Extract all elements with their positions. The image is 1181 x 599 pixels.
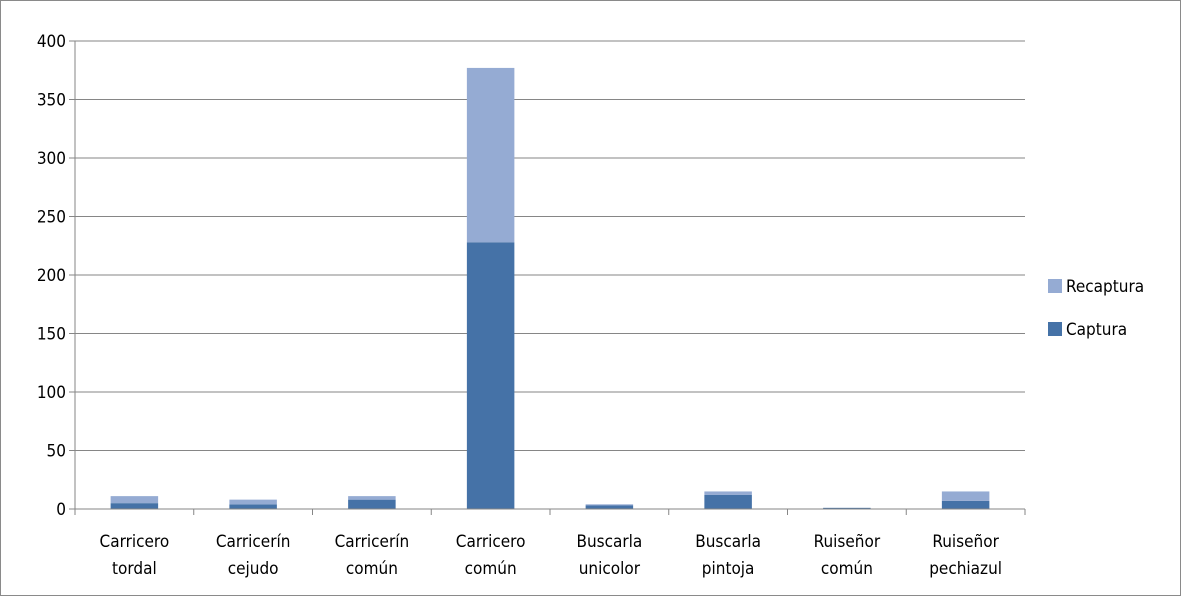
bar-segment-captura bbox=[585, 505, 634, 509]
axes bbox=[69, 40, 1026, 515]
x-tick-label: Ruiseñor común bbox=[814, 532, 881, 579]
bar-segment-recaptura bbox=[466, 67, 515, 243]
y-tick-label: 0 bbox=[56, 500, 66, 520]
bar-segment-captura bbox=[348, 499, 396, 509]
x-tick-labels: Carricero tordal Carricerín cejudo Carricerí… bbox=[100, 532, 1003, 579]
x-tick-label: Carricero común bbox=[456, 532, 526, 579]
y-tick-label: 50 bbox=[47, 442, 66, 462]
bar-segment-captura bbox=[110, 503, 159, 509]
x-tick-label: Carricerín común bbox=[335, 532, 410, 579]
gridlines bbox=[75, 40, 1025, 451]
legend-swatch-captura bbox=[1048, 322, 1062, 336]
y-tick-label: 150 bbox=[37, 325, 66, 345]
bar-segment-captura bbox=[704, 494, 752, 509]
x-tick-label: Ruiseñor pechiazul bbox=[929, 532, 1002, 579]
bars bbox=[110, 67, 990, 510]
legend-label-captura: Captura bbox=[1066, 320, 1127, 340]
bar-segment-recaptura bbox=[704, 491, 752, 495]
legend: Recaptura Captura bbox=[1048, 277, 1144, 340]
bar-segment-recaptura bbox=[585, 504, 634, 506]
x-tick-label: Buscarla unicolor bbox=[576, 532, 642, 579]
legend-label-recaptura: Recaptura bbox=[1066, 277, 1144, 297]
y-tick-label: 300 bbox=[37, 149, 66, 169]
bar-segment-captura bbox=[823, 507, 871, 509]
bar-segment-recaptura bbox=[941, 491, 990, 501]
y-tick-label: 100 bbox=[37, 383, 66, 403]
y-tick-label: 400 bbox=[37, 32, 66, 52]
bar-segment-captura bbox=[941, 500, 990, 509]
bar-segment-recaptura bbox=[348, 496, 396, 500]
y-tick-label: 250 bbox=[37, 208, 66, 228]
bar-segment-recaptura bbox=[110, 496, 159, 504]
bar-segment-captura bbox=[466, 242, 515, 510]
x-tick-label: Carricerín cejudo bbox=[216, 532, 291, 579]
y-tick-labels: 0 50 100 150 200 250 300 350 400 bbox=[37, 32, 66, 520]
bar-segment-recaptura bbox=[229, 499, 277, 505]
legend-swatch-recaptura bbox=[1048, 279, 1062, 293]
y-tick-label: 200 bbox=[37, 266, 66, 286]
x-tick-label: Buscarla pintoja bbox=[695, 532, 761, 579]
y-tick-label: 350 bbox=[37, 91, 66, 111]
x-tick-label: Carricero tordal bbox=[100, 532, 170, 579]
bar-segment-captura bbox=[229, 504, 277, 509]
